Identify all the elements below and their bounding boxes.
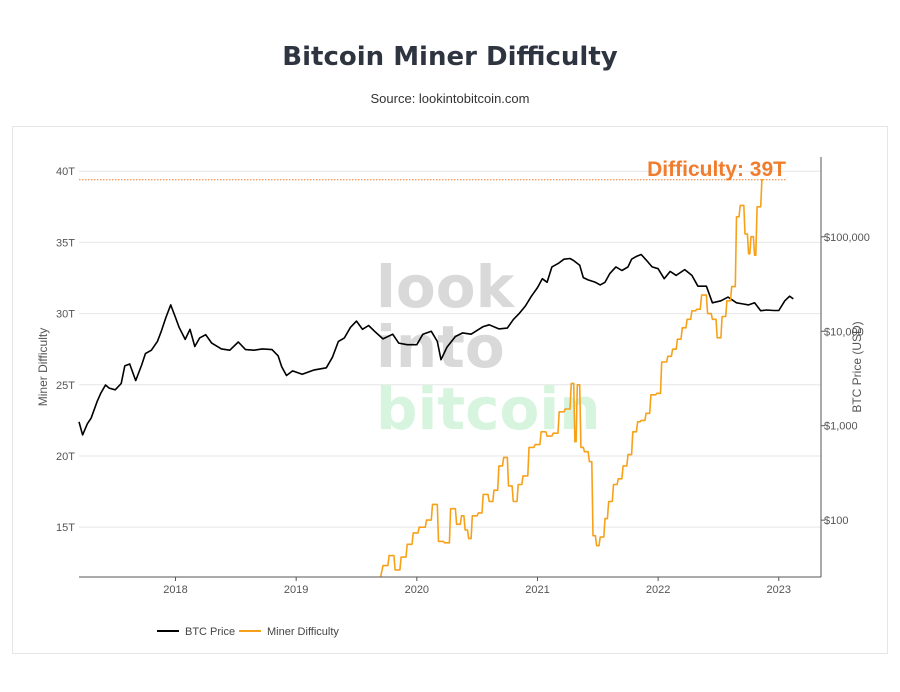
series-line-btc-price <box>78 253 794 436</box>
y-right-tick-100: $100 <box>824 515 848 527</box>
page-title: Bitcoin Miner Difficulty <box>282 42 618 72</box>
x-tick-2019: 2019 <box>284 584 308 596</box>
y-right-tick-10000: $10,000 <box>824 326 864 338</box>
x-tick-2023: 2023 <box>767 584 791 596</box>
grid-layer <box>79 170 821 528</box>
watermark-look: look <box>376 253 516 321</box>
watermark-bitcoin: bitcoin <box>376 375 601 443</box>
y-right-tick-1000: $1,000 <box>824 421 858 433</box>
watermark-into: into <box>376 313 505 381</box>
y-axis-right-label: BTC Price (USD) <box>850 321 864 412</box>
x-tick-2021: 2021 <box>525 584 549 596</box>
legend-label-miner-difficulty[interactable]: Miner Difficulty <box>267 626 339 638</box>
series-layer <box>78 179 794 578</box>
page-subtitle: Source: lookintobitcoin.com <box>370 91 530 106</box>
x-tick-2020: 2020 <box>405 584 429 596</box>
difficulty-annotation: Difficulty: 39T <box>647 158 786 181</box>
annotation-layer: Difficulty: 39T <box>79 158 787 181</box>
chart-svg: look into bitcoin Difficulty: 39T 15T 20T… <box>36 157 870 638</box>
watermark: look into bitcoin <box>376 253 601 443</box>
y-right-tick-100000: $100,000 <box>824 232 870 244</box>
x-tick-2018: 2018 <box>163 584 187 596</box>
y-left-tick-25t: 25T <box>56 380 75 392</box>
y-axis-left-label: Miner Difficulty <box>36 328 50 406</box>
y-left-tick-40t: 40T <box>56 166 75 178</box>
series-line-miner-difficulty <box>379 179 764 578</box>
y-left-tick-20t: 20T <box>56 451 75 463</box>
legend-label-btc-price[interactable]: BTC Price <box>185 626 235 638</box>
y-left-tick-35t: 35T <box>56 237 75 249</box>
y-left-tick-15t: 15T <box>56 522 75 534</box>
x-tick-2022: 2022 <box>646 584 670 596</box>
chart-card: look into bitcoin Difficulty: 39T 15T 20T… <box>12 126 888 654</box>
legend: BTC Price Miner Difficulty <box>157 626 339 638</box>
axis-layer: 15T 20T 25T 30T 35T 40T 2018 2019 2020 2021 2022 20… <box>56 157 870 596</box>
y-left-tick-30t: 30T <box>56 309 75 321</box>
